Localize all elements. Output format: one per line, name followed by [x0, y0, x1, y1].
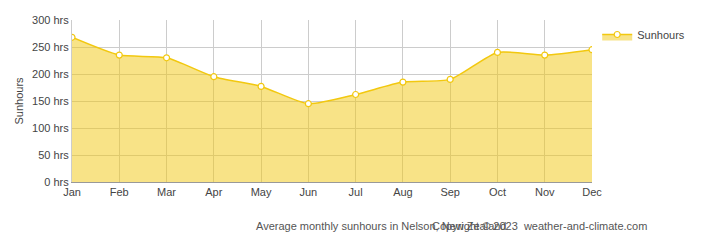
svg-text:Sep: Sep: [440, 186, 460, 198]
svg-text:May: May: [251, 186, 272, 198]
svg-text:Sunhours: Sunhours: [637, 29, 685, 41]
svg-text:Oct: Oct: [489, 186, 506, 198]
svg-text:Nov: Nov: [535, 186, 555, 198]
svg-text:300 hrs: 300 hrs: [32, 14, 69, 26]
svg-text:150 hrs: 150 hrs: [32, 95, 69, 107]
svg-text:Mar: Mar: [157, 186, 176, 198]
svg-text:Average monthly sunhours in Ne: Average monthly sunhours in Nelson, New …: [256, 220, 507, 232]
svg-text:Sunhours: Sunhours: [13, 77, 25, 125]
svg-text:Feb: Feb: [110, 186, 129, 198]
svg-text:Dec: Dec: [582, 186, 602, 198]
svg-text:0 hrs: 0 hrs: [44, 176, 69, 188]
svg-text:200 hrs: 200 hrs: [32, 68, 69, 80]
svg-text:Copyright © 2023 weather-and-: Copyright © 2023 weather-and-climate.com: [432, 220, 647, 232]
svg-text:250 hrs: 250 hrs: [32, 41, 69, 53]
svg-text:Jun: Jun: [299, 186, 317, 198]
svg-text:Jul: Jul: [349, 186, 363, 198]
svg-text:Jan: Jan: [63, 186, 81, 198]
svg-text:100 hrs: 100 hrs: [32, 122, 69, 134]
svg-text:Aug: Aug: [393, 186, 413, 198]
svg-text:50 hrs: 50 hrs: [38, 149, 69, 161]
svg-text:Apr: Apr: [205, 186, 222, 198]
